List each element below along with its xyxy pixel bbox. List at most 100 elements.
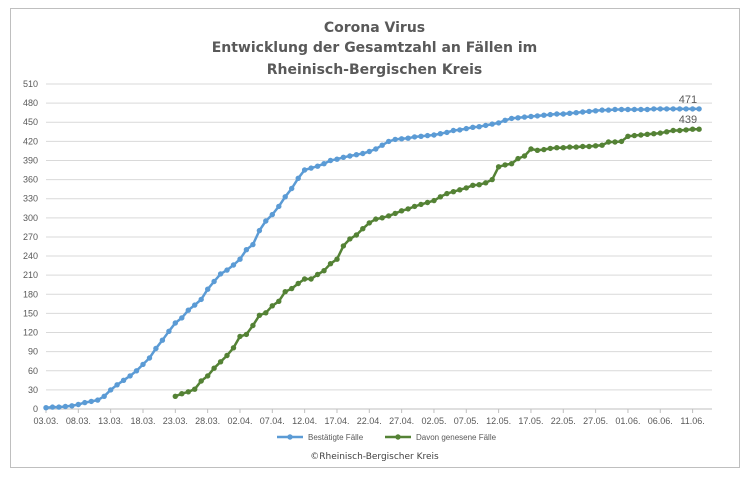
data-point	[696, 106, 702, 112]
legend-label: Bestätigte Fälle	[308, 433, 364, 442]
data-point	[379, 215, 385, 221]
data-point	[599, 142, 605, 148]
data-point	[95, 397, 101, 403]
data-point	[256, 312, 263, 318]
data-point	[353, 232, 360, 238]
data-point	[470, 182, 476, 188]
data-point	[657, 106, 663, 112]
data-point	[276, 298, 282, 304]
data-point	[528, 113, 534, 120]
legend-marker	[395, 434, 401, 440]
data-point	[534, 113, 541, 119]
x-tick-label: 28.03.	[195, 416, 220, 426]
x-tick-label: 17.04.	[324, 416, 349, 426]
data-point	[205, 373, 211, 379]
legend: Bestätigte Fälle Davon genesene Fälle	[277, 433, 497, 442]
data-point	[664, 106, 670, 112]
data-point	[657, 130, 663, 136]
data-point	[217, 359, 224, 365]
data-point	[146, 355, 153, 361]
y-tick-label: 240	[23, 251, 38, 261]
data-point	[495, 164, 502, 170]
data-point	[308, 165, 314, 171]
data-point	[599, 107, 605, 113]
data-point	[405, 206, 411, 212]
end-value-label: 439	[679, 114, 697, 126]
data-point	[521, 153, 528, 159]
data-point	[289, 185, 295, 192]
data-point	[334, 156, 340, 162]
data-point	[198, 378, 204, 384]
data-point	[230, 262, 237, 268]
data-point	[547, 145, 553, 152]
data-point	[605, 139, 612, 145]
data-point	[398, 208, 405, 214]
data-point	[689, 106, 696, 112]
y-tick-label: 420	[23, 136, 38, 146]
series-line	[174, 127, 700, 398]
data-point	[495, 120, 502, 126]
data-point	[580, 109, 586, 115]
data-point	[418, 201, 424, 208]
x-tick-label: 03.03.	[33, 416, 58, 426]
x-tick-label: 17.05.	[518, 416, 543, 426]
data-point	[515, 155, 521, 162]
data-point	[567, 144, 573, 150]
data-point	[386, 213, 392, 219]
data-point	[437, 131, 444, 137]
data-point	[670, 106, 676, 112]
x-tick-label: 07.05.	[454, 416, 479, 426]
data-point	[696, 126, 702, 132]
data-point	[592, 108, 599, 114]
data-point	[567, 110, 573, 117]
data-point	[360, 150, 366, 157]
chart-title-line-1: Corona Virus	[323, 20, 426, 36]
data-point	[263, 218, 269, 224]
data-point	[586, 108, 592, 115]
data-point	[120, 377, 127, 383]
data-point	[114, 382, 120, 388]
data-point	[424, 199, 431, 206]
y-tick-label: 450	[23, 117, 38, 127]
data-point	[683, 106, 689, 112]
x-tick-label: 22.04.	[357, 416, 382, 426]
data-point	[573, 144, 579, 150]
data-point	[62, 403, 69, 410]
data-point	[205, 286, 211, 292]
y-tick-label: 510	[23, 79, 38, 89]
data-point	[82, 399, 88, 406]
data-point	[282, 289, 288, 295]
data-point	[644, 106, 650, 113]
data-point	[172, 393, 178, 399]
data-point	[101, 393, 107, 399]
data-point	[625, 133, 631, 139]
data-point	[651, 106, 657, 112]
data-point	[243, 331, 250, 338]
end-value-label: 471	[679, 94, 697, 106]
data-point	[263, 310, 269, 316]
data-point	[450, 127, 457, 134]
data-point	[580, 143, 586, 150]
data-point	[683, 127, 689, 133]
chart-frame	[10, 8, 740, 468]
data-point	[366, 148, 372, 155]
x-tick-label: 02.04.	[227, 416, 252, 426]
x-tick-label: 01.06.	[615, 416, 640, 426]
y-tick-label: 60	[28, 366, 38, 376]
data-point	[612, 106, 618, 113]
data-point	[340, 243, 347, 249]
data-point	[179, 391, 185, 397]
data-point	[625, 106, 631, 113]
data-point	[140, 361, 146, 368]
credit-text: ©Rheinisch-Bergischer Kreis	[310, 452, 439, 462]
data-point	[301, 167, 308, 173]
data-point	[638, 106, 644, 113]
data-point	[185, 307, 191, 313]
data-point	[405, 135, 411, 141]
data-point	[295, 280, 301, 287]
data-point	[88, 398, 95, 405]
data-point	[444, 190, 450, 197]
data-point	[166, 328, 172, 334]
data-point	[476, 182, 482, 188]
data-point	[69, 403, 75, 409]
